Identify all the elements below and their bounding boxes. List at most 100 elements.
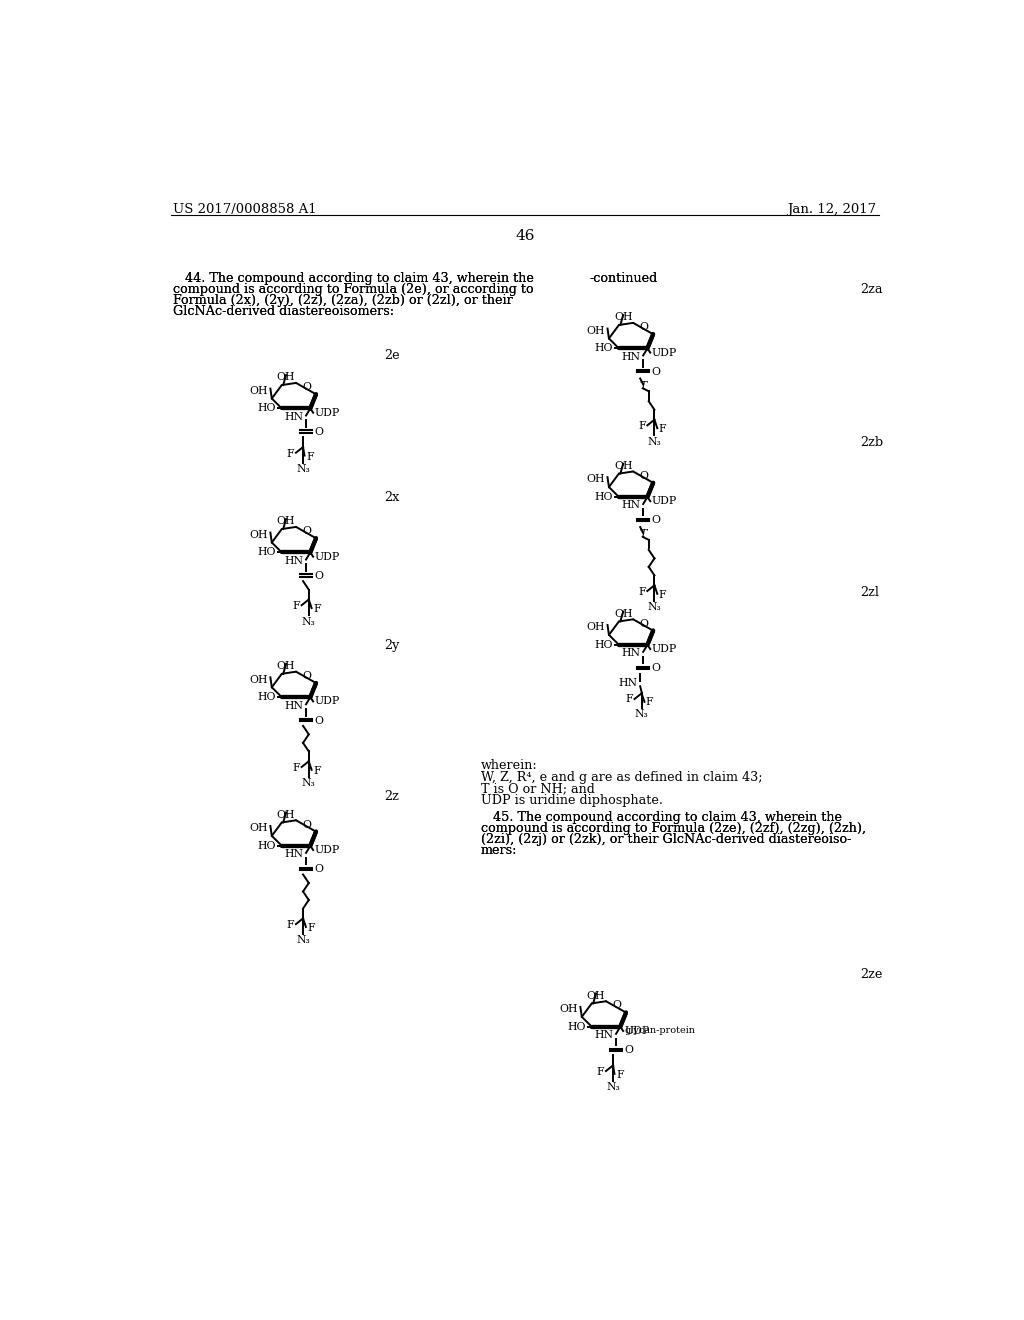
Text: F: F bbox=[596, 1068, 604, 1077]
Text: 2za: 2za bbox=[860, 284, 883, 296]
Text: 45. The compound according to claim 43, wherein the: 45. The compound according to claim 43, … bbox=[480, 812, 842, 825]
Text: -continued: -continued bbox=[589, 272, 657, 285]
Text: Formula (2x), (2y), (2z), (2za), (2zb) or (2zl), or their: Formula (2x), (2y), (2z), (2za), (2zb) o… bbox=[173, 294, 513, 308]
Text: O: O bbox=[639, 619, 648, 628]
Text: F: F bbox=[638, 586, 646, 597]
Text: N₃: N₃ bbox=[647, 602, 662, 612]
Text: 44. The compound according to claim 43, wherein the: 44. The compound according to claim 43, … bbox=[173, 272, 534, 285]
Text: 2z: 2z bbox=[384, 789, 398, 803]
Text: N₃: N₃ bbox=[606, 1082, 620, 1093]
Text: OH: OH bbox=[276, 661, 295, 671]
Text: OH: OH bbox=[587, 622, 605, 632]
Text: UDP: UDP bbox=[625, 1026, 650, 1036]
Text: OH: OH bbox=[587, 474, 605, 484]
Text: -continued: -continued bbox=[589, 272, 657, 285]
Text: O: O bbox=[612, 1001, 622, 1011]
Text: F: F bbox=[293, 763, 300, 772]
Text: O: O bbox=[314, 715, 324, 726]
Text: HN: HN bbox=[285, 412, 303, 422]
Text: HO: HO bbox=[595, 640, 613, 649]
Text: HN: HN bbox=[285, 556, 303, 566]
Text: 45. The compound according to claim 43, wherein the: 45. The compound according to claim 43, … bbox=[480, 812, 842, 825]
Text: UDP: UDP bbox=[651, 496, 677, 507]
Text: HO: HO bbox=[258, 841, 276, 851]
Text: Formula (2x), (2y), (2z), (2za), (2zb) or (2zl), or their: Formula (2x), (2y), (2z), (2za), (2zb) o… bbox=[173, 294, 513, 308]
Text: (2zi), (2zj) or (2zk), or their GlcNAc-derived diastereoisо-: (2zi), (2zj) or (2zk), or their GlcNAc-d… bbox=[480, 833, 851, 846]
Text: T is O or NH; and: T is O or NH; and bbox=[480, 781, 595, 795]
Text: T: T bbox=[639, 380, 647, 391]
Text: HN: HN bbox=[622, 648, 640, 659]
Text: O: O bbox=[651, 367, 660, 376]
Text: GlcNAc-derived diastereoisomers:: GlcNAc-derived diastereoisomers: bbox=[173, 305, 394, 318]
Text: mers:: mers: bbox=[480, 843, 517, 857]
Text: OH: OH bbox=[276, 516, 295, 527]
Text: F: F bbox=[658, 590, 667, 599]
Text: W, Z, R⁴, e and g are as defined in claim 43;: W, Z, R⁴, e and g are as defined in clai… bbox=[480, 771, 762, 784]
Text: N₃: N₃ bbox=[296, 465, 310, 474]
Text: O: O bbox=[314, 426, 324, 437]
Text: F: F bbox=[626, 694, 633, 704]
Text: GlcNAc-derived diastereoisomers:: GlcNAc-derived diastereoisomers: bbox=[173, 305, 394, 318]
Text: F: F bbox=[287, 920, 295, 929]
Text: O: O bbox=[639, 471, 648, 480]
Text: (2zi), (2zj) or (2zk), or their GlcNAc-derived diastereoisо-: (2zi), (2zj) or (2zk), or their GlcNAc-d… bbox=[480, 833, 851, 846]
Text: OH: OH bbox=[250, 385, 268, 396]
Text: 2ze: 2ze bbox=[860, 969, 883, 982]
Text: T: T bbox=[639, 529, 647, 539]
Text: N₃: N₃ bbox=[302, 779, 315, 788]
Text: HO: HO bbox=[258, 692, 276, 702]
Text: UDP is uridine diphosphate.: UDP is uridine diphosphate. bbox=[480, 793, 663, 807]
Text: OH: OH bbox=[250, 824, 268, 833]
Text: 44. The compound according to claim 43, wherein the: 44. The compound according to claim 43, … bbox=[173, 272, 534, 285]
Text: 2x: 2x bbox=[384, 491, 399, 504]
Text: F: F bbox=[293, 601, 300, 611]
Text: 2zl: 2zl bbox=[860, 586, 880, 599]
Text: F: F bbox=[307, 923, 315, 933]
Text: OH: OH bbox=[560, 1005, 579, 1014]
Text: UDP: UDP bbox=[651, 644, 677, 655]
Text: HN: HN bbox=[618, 678, 637, 689]
Text: F: F bbox=[313, 766, 321, 776]
Text: Formula (2x), (2y), (2z), (2za), (2zb) or (2zl), or their: Formula (2x), (2y), (2z), (2za), (2zb) o… bbox=[173, 294, 513, 308]
Text: N₃: N₃ bbox=[647, 437, 662, 446]
Text: N₃: N₃ bbox=[296, 936, 310, 945]
Text: Jan. 12, 2017: Jan. 12, 2017 bbox=[787, 203, 877, 216]
Text: OH: OH bbox=[614, 313, 633, 322]
Text: N₃: N₃ bbox=[302, 616, 315, 627]
Text: OH: OH bbox=[276, 809, 295, 820]
Text: O: O bbox=[314, 570, 324, 581]
Text: (2zi), (2zj) or (2zk), or their GlcNAc-derived diastereoisо-: (2zi), (2zj) or (2zk), or their GlcNAc-d… bbox=[480, 833, 851, 846]
Text: compound is according to Formula (2ze), (2zf), (2zg), (2zh),: compound is according to Formula (2ze), … bbox=[480, 822, 865, 836]
Text: compound is according to Formula (2ze), (2zf), (2zg), (2zh),: compound is according to Formula (2ze), … bbox=[480, 822, 865, 836]
Text: HN: HN bbox=[285, 849, 303, 859]
Text: F: F bbox=[306, 451, 314, 462]
Text: compound is according to Formula (2ze), (2zf), (2zg), (2zh),: compound is according to Formula (2ze), … bbox=[480, 822, 865, 836]
Text: OH: OH bbox=[614, 609, 633, 619]
Text: HO: HO bbox=[595, 343, 613, 354]
Text: OH: OH bbox=[276, 372, 295, 383]
Text: HN: HN bbox=[622, 500, 640, 511]
Text: 45. The compound according to claim 43, wherein the: 45. The compound according to claim 43, … bbox=[480, 812, 842, 825]
Text: F: F bbox=[313, 603, 321, 614]
Text: 2zb: 2zb bbox=[860, 436, 884, 449]
Text: HO: HO bbox=[258, 548, 276, 557]
Text: 2y: 2y bbox=[384, 639, 399, 652]
Text: UDP: UDP bbox=[651, 347, 677, 358]
Text: HO: HO bbox=[258, 404, 276, 413]
Text: F: F bbox=[638, 421, 646, 432]
Text: 44. The compound according to claim 43, wherein the: 44. The compound according to claim 43, … bbox=[173, 272, 534, 285]
Text: 46: 46 bbox=[515, 230, 535, 243]
Text: O: O bbox=[639, 322, 648, 333]
Text: F: F bbox=[646, 697, 653, 708]
Text: O: O bbox=[302, 671, 311, 681]
Text: F: F bbox=[658, 424, 667, 434]
Text: mers:: mers: bbox=[480, 843, 517, 857]
Text: N₃: N₃ bbox=[635, 709, 648, 719]
Text: wherein:: wherein: bbox=[480, 759, 538, 772]
Text: O: O bbox=[651, 663, 660, 673]
Text: glycan-protein: glycan-protein bbox=[625, 1027, 695, 1035]
Text: UDP: UDP bbox=[314, 408, 340, 417]
Text: O: O bbox=[302, 527, 311, 536]
Text: O: O bbox=[314, 865, 324, 874]
Text: UDP: UDP bbox=[314, 845, 340, 855]
